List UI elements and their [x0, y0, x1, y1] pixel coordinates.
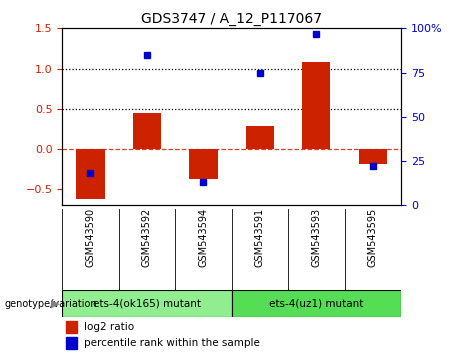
Text: ets-4(ok165) mutant: ets-4(ok165) mutant [93, 298, 201, 309]
Text: percentile rank within the sample: percentile rank within the sample [84, 338, 260, 348]
Bar [189, 149, 218, 179]
Bar [246, 126, 274, 149]
Text: ▶: ▶ [52, 298, 60, 309]
Bar [65, 321, 77, 333]
Text: log2 ratio: log2 ratio [84, 322, 135, 332]
Bar [302, 62, 331, 149]
Text: ets-4(uz1) mutant: ets-4(uz1) mutant [269, 298, 364, 309]
Text: genotype/variation: genotype/variation [5, 298, 97, 309]
Title: GDS3747 / A_12_P117067: GDS3747 / A_12_P117067 [141, 12, 322, 26]
Bar [77, 149, 105, 199]
FancyBboxPatch shape [62, 290, 231, 317]
Bar [133, 113, 161, 149]
FancyBboxPatch shape [231, 290, 401, 317]
Bar [359, 149, 387, 164]
Bar [65, 337, 77, 349]
